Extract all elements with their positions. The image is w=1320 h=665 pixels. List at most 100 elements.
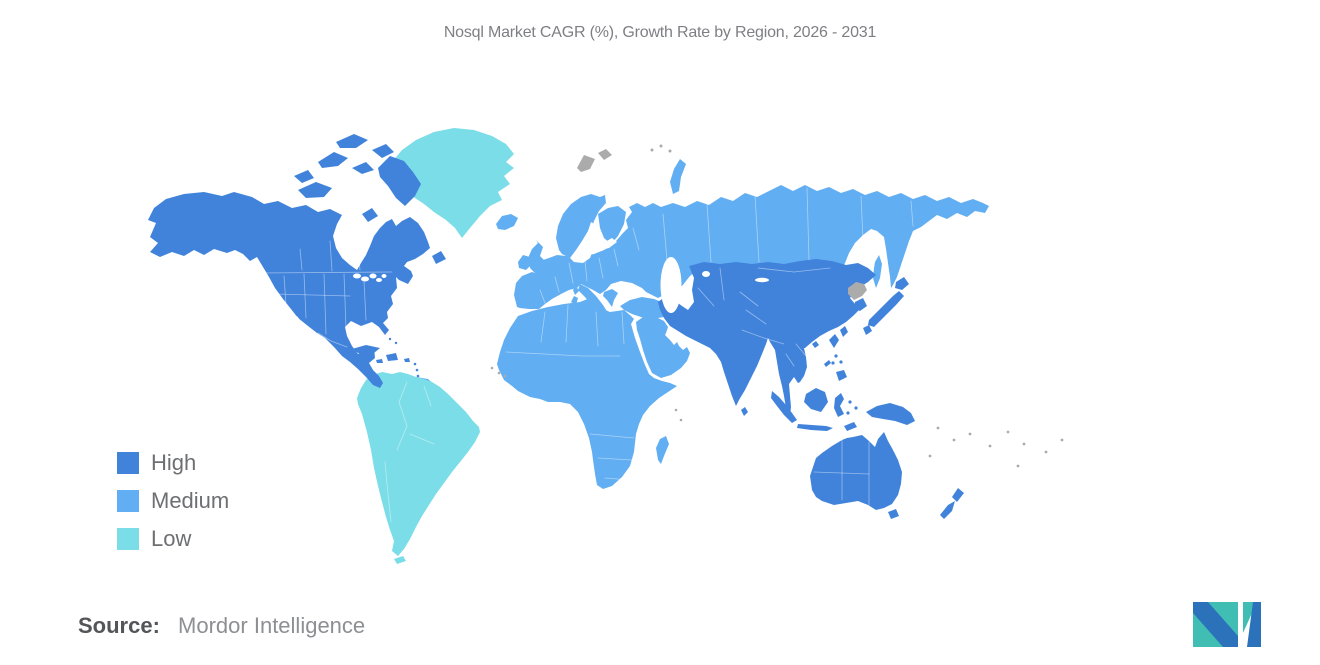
chart-title: Nosql Market CAGR (%), Growth Rate by Re… <box>443 24 877 41</box>
region-sulawesi <box>834 393 844 417</box>
great-lake <box>353 273 361 279</box>
legend: High Medium Low <box>117 452 229 566</box>
region-na-mainland <box>148 192 430 388</box>
region-franz-josef-dot <box>659 144 663 148</box>
great-lake <box>369 273 377 279</box>
region-denmark <box>567 238 576 252</box>
region-svalbard-east <box>598 149 612 160</box>
region-finland <box>598 206 626 244</box>
region-asia-mainland <box>658 259 876 416</box>
region-svalbard <box>577 155 595 172</box>
logo-blue-bar <box>1247 602 1261 647</box>
region-antilles-dot <box>415 368 419 372</box>
region-greece <box>603 289 618 307</box>
baltic-sea <box>570 222 617 263</box>
region-south-korea <box>854 298 867 311</box>
region-africa-mainland <box>497 298 677 489</box>
island-speck <box>1044 450 1048 454</box>
logo-blue-diagonal <box>1193 602 1238 647</box>
water-cutouts <box>294 222 769 337</box>
region-java <box>797 424 833 431</box>
region-moluccas-dot <box>846 411 850 415</box>
region-cuba <box>352 345 380 353</box>
region-borneo <box>804 388 828 412</box>
country-borders <box>259 187 914 523</box>
legend-swatch-medium <box>117 490 139 512</box>
region-new-guinea <box>866 403 915 425</box>
region-sumatra <box>771 391 797 423</box>
island-speck <box>1060 438 1064 442</box>
region-ireland <box>518 255 532 270</box>
region-luzon <box>829 334 839 348</box>
region-eurasia-mainland <box>514 185 989 309</box>
region-sri-lanka <box>741 407 748 416</box>
region-newfoundland <box>432 251 446 264</box>
region-arctic-island-1 <box>318 152 348 168</box>
region-banks-island <box>294 170 314 183</box>
region-hispaniola <box>386 353 398 361</box>
island-speck <box>928 454 932 458</box>
lake-balkhash <box>755 277 769 283</box>
region-arabia <box>636 315 690 378</box>
island-speck <box>1022 442 1026 446</box>
island-speck <box>988 444 992 448</box>
region-taiwan <box>840 326 848 337</box>
region-corsica <box>573 286 579 295</box>
region-asia-high <box>658 259 964 519</box>
source-label: Source: <box>78 613 160 638</box>
great-lake <box>361 276 369 282</box>
region-africa <box>497 298 677 489</box>
island-speck <box>674 408 678 412</box>
region-bahamas-dot <box>394 341 398 345</box>
region-palawan <box>824 360 831 367</box>
region-antilles-dot <box>413 362 417 366</box>
region-timor <box>844 422 857 431</box>
region-moluccas-dot <box>854 406 858 410</box>
region-moluccas-dot <box>848 400 852 404</box>
legend-swatch-low <box>117 528 139 550</box>
region-arctic-island-2 <box>336 134 368 148</box>
region-arctic-island-4 <box>352 162 374 174</box>
region-kyushu <box>863 325 872 335</box>
mordor-intelligence-logo <box>1193 602 1261 647</box>
region-sakhalin <box>873 255 882 288</box>
region-novaya-zemlya <box>670 159 686 194</box>
aral-sea <box>702 271 710 277</box>
region-puerto-rico <box>404 358 410 362</box>
legend-swatch-high <box>117 452 139 474</box>
region-tierra-del-fuego <box>394 556 406 564</box>
legend-row-high: High <box>117 452 229 474</box>
region-no-data <box>490 144 1064 468</box>
great-lake <box>376 278 382 282</box>
region-nz-south <box>940 501 955 519</box>
island-speck <box>497 371 501 375</box>
great-lake <box>381 274 387 278</box>
region-franz-josef-dot <box>650 148 654 152</box>
region-north-america <box>148 134 446 388</box>
region-europe-russia <box>416 159 989 392</box>
region-iceland <box>496 214 518 230</box>
legend-label-high: High <box>151 450 197 475</box>
region-jamaica <box>376 359 383 363</box>
legend-label-low: Low <box>151 526 192 551</box>
island-speck <box>679 418 683 422</box>
region-low-group <box>357 128 514 564</box>
region-hainan <box>812 341 819 348</box>
region-franz-josef-dot <box>668 149 672 153</box>
region-tasmania <box>888 509 899 519</box>
region-arctic-island-3 <box>372 144 394 158</box>
island-speck <box>1006 430 1010 434</box>
island-speck <box>936 426 940 430</box>
region-southampton-island <box>362 208 378 222</box>
region-madagascar <box>656 436 669 464</box>
region-antilles-dot <box>416 374 420 378</box>
island-speck <box>503 374 507 378</box>
island-speck <box>1016 464 1020 468</box>
island-speck <box>968 432 972 436</box>
region-greenland <box>388 128 514 238</box>
region-visayas-dot <box>839 360 843 364</box>
region-visayas-dot <box>831 361 835 365</box>
region-victoria-island <box>298 182 332 198</box>
region-south-america <box>357 372 480 556</box>
